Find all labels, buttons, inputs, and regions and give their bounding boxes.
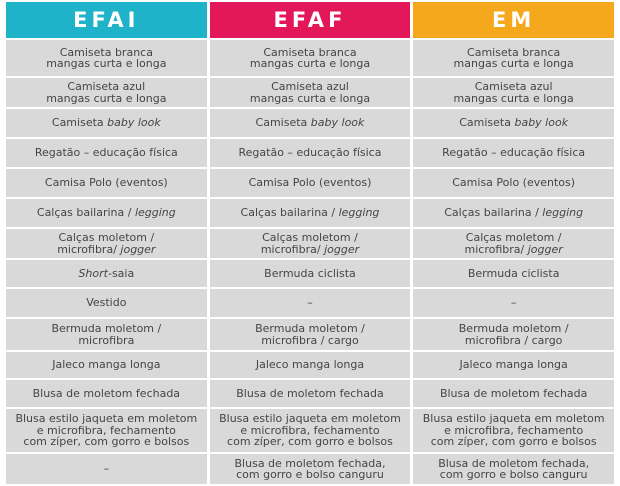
table-row: Camiseta azul mangas curta e longa Camise…	[6, 78, 614, 107]
table-cell: Bermuda moletom / microfibra / cargo	[413, 319, 614, 350]
cell-italic-text: baby look	[107, 116, 161, 130]
cell-italic-text: baby look	[310, 116, 365, 130]
table-cell: Camiseta branca mangas curta e longa	[209, 40, 411, 76]
cell-text: Calças moletom / microfibra/	[57, 231, 155, 256]
table-cell: Camiseta azul mangas curta e longa	[413, 78, 614, 107]
table-cell: Camiseta baby look	[413, 109, 614, 137]
cell-italic-text: legging	[338, 206, 380, 220]
cell-text: -saia	[107, 266, 135, 280]
table-cell: Calças moletom / microfibra/ jogger	[209, 229, 411, 258]
table-row: Camiseta baby look Camiseta baby look Cami…	[6, 109, 614, 137]
cell-italic-text: jogger	[120, 242, 156, 256]
table-cell: Bermuda moletom / microfibra	[6, 319, 207, 350]
table-row: Short-saia Bermuda ciclista Bermuda ciclis…	[6, 260, 614, 287]
table-row: Vestido – –	[6, 289, 614, 317]
table-cell: –	[413, 289, 614, 317]
table-cell: Calças moletom / microfibra/ jogger	[6, 229, 207, 258]
table-cell: Camiseta azul mangas curta e longa	[209, 78, 411, 107]
table-cell: Camiseta baby look	[209, 109, 411, 137]
table-cell: Jaleco manga longa	[209, 352, 411, 378]
table-cell: Camiseta branca mangas curta e longa	[6, 40, 207, 76]
uniform-table: EFAI EFAF EM Camiseta branca mangas curta …	[3, 0, 617, 486]
table-cell: Camisa Polo (eventos)	[209, 169, 411, 197]
column-header: EM	[413, 2, 614, 38]
cell-italic-text: jogger	[324, 242, 360, 256]
table-cell: Blusa de moletom fechada	[209, 380, 411, 407]
table-cell: Jaleco manga longa	[413, 352, 614, 378]
table-cell: Blusa de moletom fechada	[6, 380, 207, 407]
table-row: Camiseta branca mangas curta e longa Cami…	[6, 40, 614, 76]
table-cell: Calças bailarina / legging	[413, 199, 614, 227]
table-cell: Blusa de moletom fechada, com gorro e bo…	[209, 454, 411, 484]
column-header: EFAF	[209, 2, 411, 38]
cell-italic-text: legging	[542, 206, 584, 220]
column-header: EFAI	[6, 2, 207, 38]
table-row: Regatão – educação física Regatão – educa…	[6, 139, 614, 167]
table-cell: Bermuda ciclista	[413, 260, 614, 287]
cell-text: Calças bailarina /	[240, 206, 339, 220]
table-row: Blusa de moletom fechada Blusa de moletom…	[6, 380, 614, 407]
table-row: Camisa Polo (eventos) Camisa Polo (evento…	[6, 169, 614, 197]
table-cell: Vestido	[6, 289, 207, 317]
cell-text: Camiseta	[459, 116, 515, 130]
cell-text: Camiseta	[51, 116, 108, 130]
table-row: Blusa estilo jaqueta em moletom e microf…	[6, 409, 614, 452]
cell-italic-text: jogger	[527, 242, 563, 256]
table-cell: Blusa de moletom fechada	[413, 380, 614, 407]
table-row: Jaleco manga longa Jaleco manga longa Jale…	[6, 352, 614, 378]
cell-text: Calças bailarina /	[444, 206, 543, 220]
table-cell: Calças moletom / microfibra/ jogger	[413, 229, 614, 258]
table-cell: Calças bailarina / legging	[6, 199, 207, 227]
table-cell: Blusa de moletom fechada, com gorro e bo…	[413, 454, 614, 484]
table-cell: Short-saia	[6, 260, 207, 287]
table-cell: Bermuda ciclista	[209, 260, 411, 287]
table-cell: Bermuda moletom / microfibra / cargo	[209, 319, 411, 350]
table-cell: Calças bailarina / legging	[209, 199, 411, 227]
table-cell: Blusa estilo jaqueta em moletom e microf…	[413, 409, 614, 452]
cell-text: Calças moletom / microfibra/	[260, 231, 358, 256]
cell-text: Calças bailarina /	[36, 206, 135, 220]
table-cell: Camisa Polo (eventos)	[6, 169, 207, 197]
table-cell: Camiseta baby look	[6, 109, 207, 137]
table-cell: Regatão – educação física	[209, 139, 411, 167]
table-cell: –	[209, 289, 411, 317]
cell-italic-text: Short	[78, 266, 108, 280]
cell-italic-text: baby look	[514, 116, 569, 130]
table-row: Bermuda moletom / microfibra Bermuda mole…	[6, 319, 614, 350]
table-row: Calças moletom / microfibra/ jogger Calça…	[6, 229, 614, 258]
table-cell: Camiseta azul mangas curta e longa	[6, 78, 207, 107]
table-cell: Regatão – educação física	[6, 139, 207, 167]
table-cell: –	[6, 454, 207, 484]
table-row: – Blusa de moletom fechada, com gorro e b…	[6, 454, 614, 484]
table-cell: Jaleco manga longa	[6, 352, 207, 378]
cell-text: Camiseta	[255, 116, 311, 130]
table-row: Calças bailarina / legging Calças bailari…	[6, 199, 614, 227]
table-cell: Regatão – educação física	[413, 139, 614, 167]
table-cell: Blusa estilo jaqueta em moletom e microf…	[209, 409, 411, 452]
table-cell: Camisa Polo (eventos)	[413, 169, 614, 197]
cell-italic-text: legging	[134, 206, 176, 220]
cell-text: Calças moletom / microfibra/	[464, 231, 562, 256]
table-cell: Camiseta branca mangas curta e longa	[413, 40, 614, 76]
table-cell: Blusa estilo jaqueta em moletom e microf…	[6, 409, 207, 452]
header-row: EFAI EFAF EM	[6, 2, 614, 38]
